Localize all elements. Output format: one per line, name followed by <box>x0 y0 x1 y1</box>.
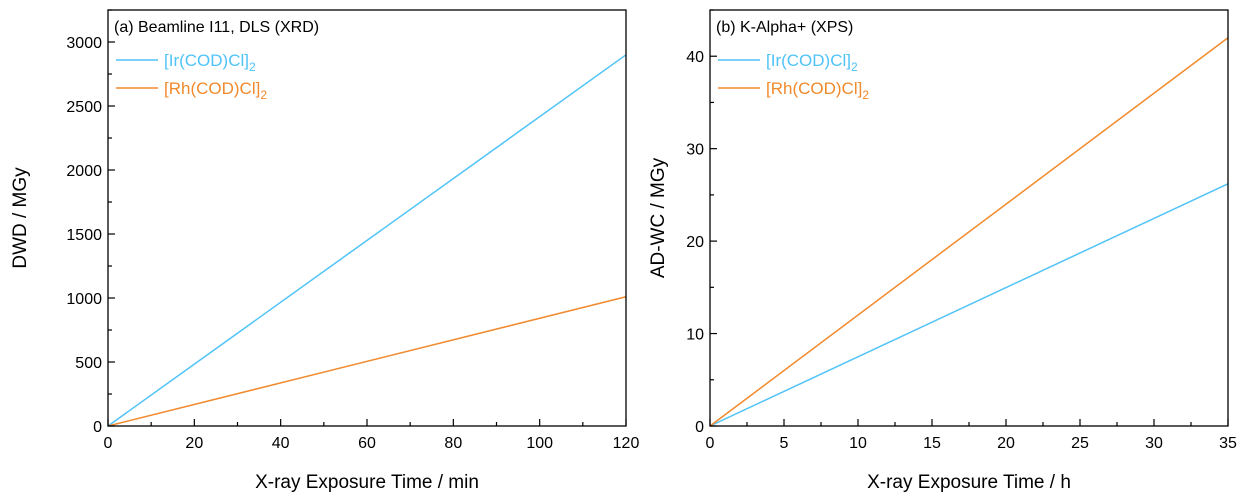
y-tick-label: 2000 <box>66 163 102 180</box>
y-tick-label: 40 <box>686 49 704 66</box>
panel-title: (a) Beamline I11, DLS (XRD) <box>114 19 319 36</box>
x-tick-label: 15 <box>923 435 941 452</box>
panel-a: 0 20 40 60 80 100 120 0 500 1000 1500 2000 2500 3000 X… <box>10 9 640 493</box>
x-tick-label: 30 <box>1145 435 1163 452</box>
x-axis-title: X-ray Exposure Time / h <box>867 472 1071 493</box>
series-line-rh <box>709 37 1229 427</box>
x-tick-label: 100 <box>526 435 553 452</box>
plot-frame <box>107 9 627 427</box>
series-line-ir <box>709 183 1229 427</box>
y-tick-label: 0 <box>93 419 102 436</box>
panel-title: (b) K-Alpha+ (XPS) <box>716 19 853 36</box>
series-line-rh <box>107 295 627 427</box>
y-tick-label: 1000 <box>66 291 102 308</box>
x-tick-label: 40 <box>272 435 290 452</box>
x-tick-label: 80 <box>444 435 462 452</box>
y-axis-title: AD-WC / MGy <box>648 157 669 278</box>
panel-b: 0 5 10 15 20 25 30 35 0 10 20 30 40 X-ray Exposure Ti… <box>648 9 1237 493</box>
x-tick-label: 10 <box>849 435 867 452</box>
legend-label-ir: [Ir(COD)Cl]2 <box>766 51 858 74</box>
legend-label-rh: [Rh(COD)Cl]2 <box>766 79 869 102</box>
x-tick-label: 20 <box>185 435 203 452</box>
series-line-ir <box>107 54 627 427</box>
legend-label-rh: [Rh(COD)Cl]2 <box>164 79 267 102</box>
plot-frame <box>709 9 1229 427</box>
x-tick-label: 20 <box>997 435 1015 452</box>
y-tick-label: 20 <box>686 234 704 251</box>
y-tick-label: 30 <box>686 142 704 159</box>
y-axis-title: DWD / MGy <box>10 167 31 269</box>
x-tick-label: 0 <box>706 435 715 452</box>
y-tick-label: 3000 <box>66 35 102 52</box>
y-tick-label: 10 <box>686 327 704 344</box>
x-tick-label: 25 <box>1071 435 1089 452</box>
y-tick-label: 1500 <box>66 227 102 244</box>
x-axis-title: X-ray Exposure Time / min <box>255 472 479 493</box>
x-tick-label: 0 <box>104 435 113 452</box>
y-tick-label: 500 <box>75 355 102 372</box>
x-tick-label: 35 <box>1219 435 1237 452</box>
x-tick-label: 60 <box>358 435 376 452</box>
y-tick-label: 2500 <box>66 99 102 116</box>
x-tick-label: 5 <box>780 435 789 452</box>
x-tick-label: 120 <box>613 435 640 452</box>
legend-label-ir: [Ir(COD)Cl]2 <box>164 51 256 74</box>
y-tick-label: 0 <box>695 419 704 436</box>
